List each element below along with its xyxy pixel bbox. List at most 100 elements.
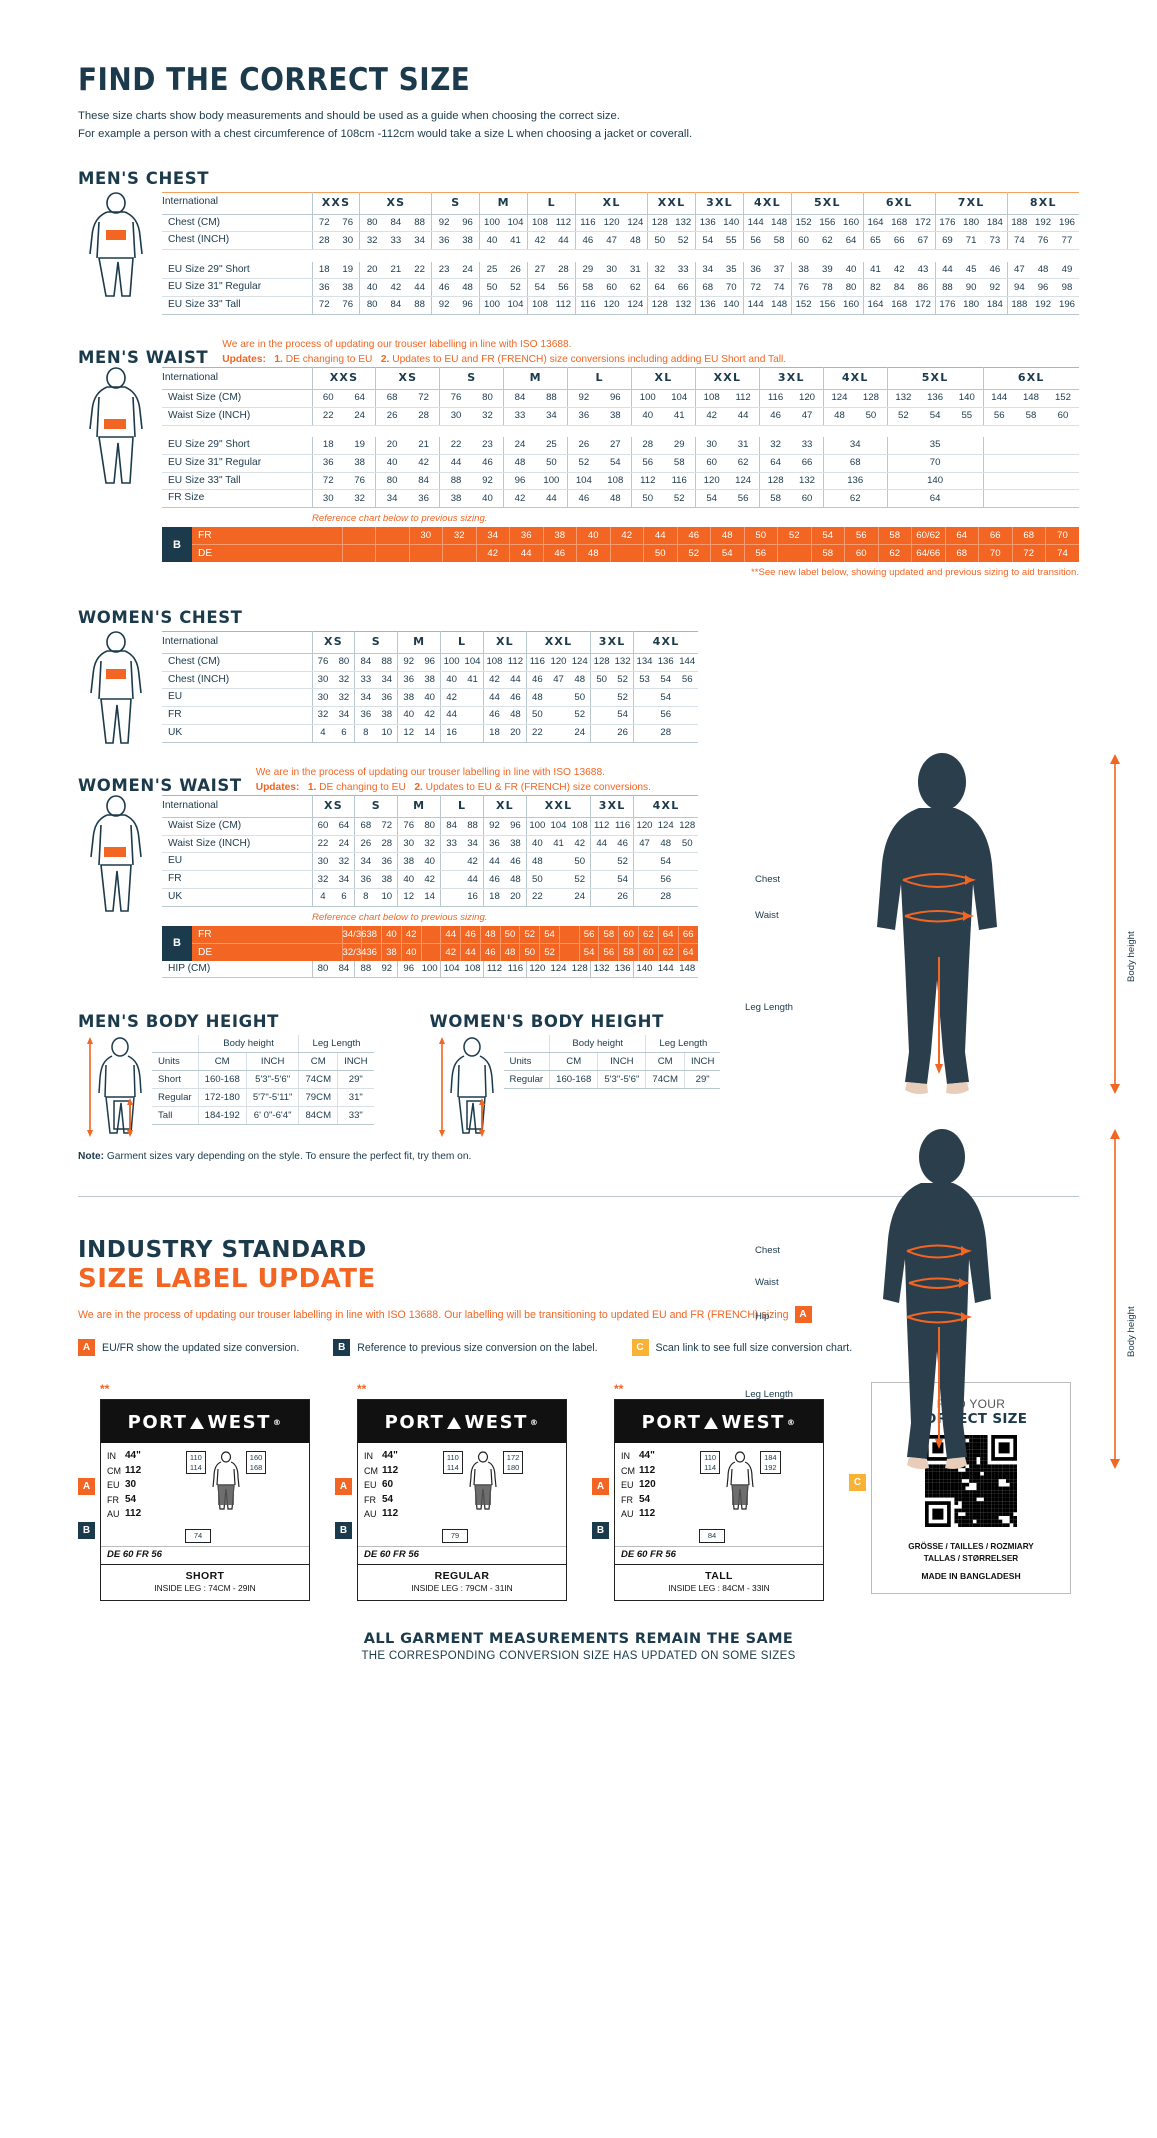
ref-table-cell: 40 [576,527,610,545]
table-cell: 68 [375,389,408,408]
table-cell: 34 [822,437,888,455]
qr-card-cell: C FIND YOUR CORRECT SIZE GRÖSSE / TAILLES /… [849,1382,1079,1595]
ref-table-cell: 46 [676,527,711,545]
mens-waist-block: International XXS XS S M L XL XXL 3XL 4XL 5XL 6XL Wa… [78,367,1079,578]
column-header: S [431,192,480,215]
table-cell: 156 [815,214,840,233]
table-cell: 74 [767,278,792,297]
table-cell: 84 [333,960,355,979]
table-cell: 128 [676,817,698,836]
table-cell: 34 [535,407,568,426]
section-title-mens-body-height: MEN'S BODY HEIGHT [78,1012,279,1032]
ref-table-cell [341,544,376,563]
label-example: ** PORT WEST ® IN 44" CM 112 EU 30 FR 54 AU 112 110 114… [78,1382,313,1601]
brand-text: PORT [127,1412,188,1434]
table-cell: 18 [482,724,505,743]
table-cell: 45 [959,261,984,280]
table-cell: 144 [742,214,768,233]
table-cell: 26 [612,724,634,743]
table-cell: 30 [694,437,728,455]
spacer-row [162,250,1079,262]
table-cell: 116 [663,472,696,491]
table-cell: 96 [504,817,527,836]
table-cell: 38 [397,688,420,708]
table-cell: 152 [790,214,816,233]
mens-body-height-table: Body height Leg Length Units CM INCH CM INCH Sh… [152,1035,374,1126]
table-cell: 24 [333,835,355,854]
table-cell: 148 [676,960,698,979]
table-cell: 44 [482,852,505,872]
table-cell: 34 [376,671,398,690]
update-lead-text: We are in the process of updating our tr… [78,1308,789,1321]
code-value: 44" [125,1450,141,1462]
table-cell: 104 [663,389,696,408]
final-note-text: Garment sizes vary depending on the styl… [104,1151,472,1163]
column-header: 3XL [590,631,634,654]
female-height-figure [430,1035,504,1138]
table-cell: 30 [311,852,334,872]
column-header: M [503,367,568,391]
table-cell: 64 [758,454,792,473]
ref-table-cell: 58 [877,527,912,545]
model-label-leg-length: Leg Length [745,1002,794,1013]
table-cell: 136 [822,472,888,491]
ref-table-cell: 52 [676,544,711,563]
ref-table-cell: 46 [460,925,481,944]
brand-text-2: WEST [721,1412,785,1434]
table-cell: 152 [1046,389,1079,408]
table-cell: 50 [855,407,888,426]
table-cell: 28 [655,724,677,743]
qr-card[interactable]: FIND YOUR CORRECT SIZE GRÖSSE / TAILLES / … [871,1382,1071,1595]
table-cell [462,706,484,725]
table-cell: 32 [647,261,672,280]
intro-line-1: These size charts show body measurements… [78,110,620,122]
table-cell: 60 [791,489,824,509]
table-cell: 92 [376,960,398,979]
measure-box-right: 160 168 [245,1451,267,1475]
table-cell: 128 [569,960,591,979]
table-cell: 96 [419,653,441,672]
bh-row: Tall 184-192 6' 0"-6'4" 84CM 33" [152,1106,374,1126]
chip-b: B [333,1339,351,1357]
code-row: AU 112 [364,1507,402,1522]
final-note-label: Note: [78,1151,105,1163]
bh-cell: 31" [337,1088,374,1108]
column-header: S [439,367,504,391]
table-cell: 60 [311,817,334,836]
table-cell: 100 [535,472,568,491]
female-model: Chest Waist Hip Leg Length Body height [745,1127,1137,1477]
table-cell: 34 [695,261,720,280]
column-header: 3XL [695,192,744,215]
ref-table-cell: 38 [381,942,402,961]
table-cell: 50 [479,278,504,297]
section-title-womens-waist: WOMEN'S WAIST [78,776,242,796]
table-cell: 132 [671,214,696,233]
table-cell: 60 [599,278,624,297]
label-body: IN 44" CM 112 EU 60 FR 54 AU 112 110 114 172 180 [358,1443,566,1529]
table-cell: 72 [311,472,344,491]
intro-text: These size charts show body measurements… [78,108,1079,143]
table-cell: 36 [431,231,456,250]
page-title: FIND THE CORRECT SIZE [78,62,471,98]
table-cell: 22 [311,835,334,854]
table-cell: 14 [419,888,441,907]
ref-table-cell: 60/62 [911,527,945,545]
ref-table-cell: 46 [542,544,577,563]
table-cell [633,852,655,872]
table-cell: 100 [631,389,664,408]
model-label-chest: Chest [755,874,781,885]
table-cell: 104 [503,214,528,233]
bh-group-header-row: Body height Leg Length [503,1035,721,1054]
label-stars: ** [357,1382,367,1397]
ref-table-cell: 38 [542,527,577,545]
table-cell: 52 [886,407,920,426]
bh-sub-header: INCH [683,1052,721,1072]
ref-table-cell: 64 [944,527,979,545]
bh-sub-header-row: Units CM INCH CM INCH [503,1052,721,1072]
male-model: Chest Waist Leg Length Body height [745,752,1137,1102]
table-cell: 40 [525,835,548,854]
table-cell: 71 [959,231,984,250]
table-row: Chest (INCH) 28 30 32 33 34 36 38 40 41 42 44 46 47 48… [162,231,1079,250]
table-cell: 46 [504,852,527,872]
table-cell: 74 [1006,231,1032,250]
